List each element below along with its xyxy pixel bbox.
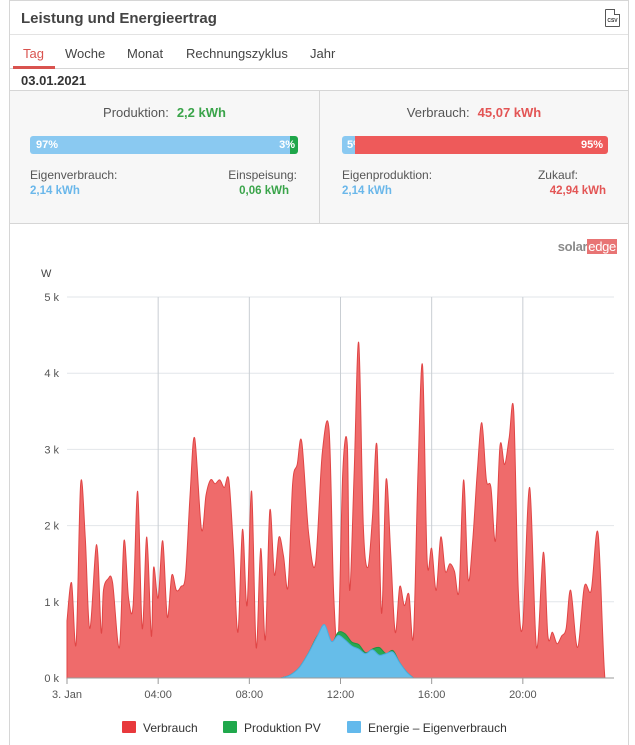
energy-summary: Produktion: 2,2 kWh 97% 3% Eigenverbrauch… [10,90,628,224]
feed-in-label: Einspeisung: [228,168,297,182]
own-production-label: Eigenproduktion: [342,168,433,182]
purchase-label: Zukauf: [537,168,578,182]
y-axis-label: W [41,268,52,280]
tab-day[interactable]: Tag [23,46,44,61]
consumption-header: Verbrauch: 45,07 kWh [320,105,628,120]
widget-title: Leistung und Energieertrag [21,10,217,27]
production-value: 2,2 kWh [176,105,226,120]
x-tick-label: 3. Jan [52,689,82,701]
energy-widget: Leistung und Energieertrag CSV Tag Woche… [9,0,629,745]
legend-label: Verbrauch [143,721,198,735]
widget-header: Leistung und Energieertrag CSV [10,1,628,35]
purchase-value: 42,94 kWh [549,185,606,197]
x-tick-label: 12:00 [327,689,355,701]
selected-date[interactable]: 03.01.2021 [21,73,87,88]
legend-label: Produktion PV [244,721,321,735]
y-tick-label: 0 k [44,673,59,685]
own-production-value: 2,14 kWh [342,185,392,197]
production-panel: Produktion: 2,2 kWh 97% 3% Eigenverbrauch… [10,91,320,223]
self-consumption-value: 2,14 kWh [30,185,80,197]
csv-export-icon[interactable]: CSV [605,9,620,27]
feed-in-segment: 3% [279,136,298,154]
consumption-value: 45,07 kWh [477,105,542,120]
y-tick-label: 5 k [44,292,59,304]
legend-label: Energie – Eigenverbrauch [368,721,507,735]
consumption-label: Verbrauch: [406,105,470,120]
x-tick-label: 08:00 [236,689,264,701]
period-tabs: Tag Woche Monat Rechnungszyklus Jahr [10,35,628,69]
csv-label: CSV [607,18,618,24]
tab-week[interactable]: Woche [65,46,106,61]
own-production-segment: 5% [342,136,363,154]
legend-swatch [223,721,237,733]
tab-year[interactable]: Jahr [310,46,336,61]
y-tick-label: 1 k [44,597,59,609]
active-tab-indicator [13,66,55,69]
y-tick-label: 4 k [44,368,59,380]
purchase-pct: 95% [580,139,603,151]
tab-month[interactable]: Monat [127,46,164,61]
series-area-self-consumption [281,624,415,679]
series-area-consumption [66,341,612,679]
x-tick-label: 04:00 [144,689,172,701]
feed-in-value: 0,06 kWh [239,185,289,197]
legend-swatch [122,721,136,733]
production-split-bar: 97% 3% [30,136,298,154]
self-consumption-pct: 97% [36,139,59,151]
self-consumption-segment: 97% [30,136,290,154]
y-tick-label: 2 k [44,521,59,533]
legend-swatch [347,721,361,733]
y-tick-label: 3 k [44,444,59,456]
consumption-split-bar: 5% 95% [342,136,608,154]
consumption-panel: Verbrauch: 45,07 kWh 5% 95% Eigenprodukti… [320,91,628,223]
x-tick-label: 16:00 [418,689,446,701]
feed-in-pct: 3% [279,139,295,151]
production-label: Produktion: [103,105,169,120]
purchase-segment: 95% [355,136,608,154]
tab-billing-cycle[interactable]: Rechnungszyklus [186,46,288,61]
solaredge-logo: solaredge [557,239,617,254]
self-consumption-label: Eigenverbrauch: [30,168,118,182]
power-chart-svg: 0 k 1 k 2 k 3 k 4 k 5 k 3. Jan 04:00 08:00 12:00 1… [41,268,614,735]
production-header: Produktion: 2,2 kWh [10,105,319,120]
x-tick-label: 20:00 [509,689,537,701]
